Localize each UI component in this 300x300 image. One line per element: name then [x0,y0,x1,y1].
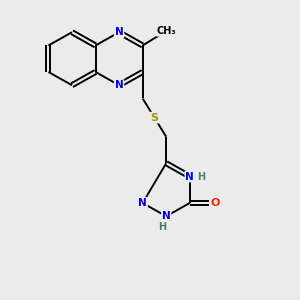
Text: N: N [162,211,171,221]
Text: H: H [197,172,205,182]
Text: CH₃: CH₃ [156,26,176,36]
Text: N: N [138,198,147,208]
Text: N: N [115,80,124,90]
Text: N: N [185,172,194,182]
Text: H: H [158,222,166,233]
Text: N: N [115,27,124,37]
Text: S: S [150,112,158,123]
Text: O: O [210,198,220,208]
